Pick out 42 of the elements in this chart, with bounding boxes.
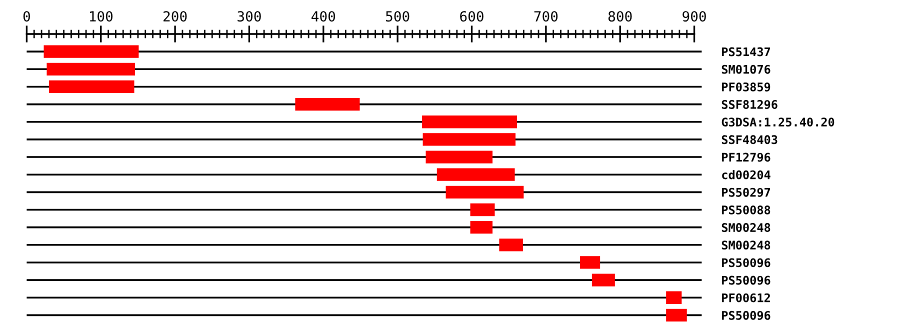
y-tick-label: PS50096 bbox=[722, 258, 770, 268]
y-tick-label: PS51437 bbox=[722, 47, 770, 56]
x-tick-label: 500 bbox=[386, 11, 410, 22]
x-tick-label: 700 bbox=[534, 11, 558, 22]
y-tick-label: SSF81296 bbox=[722, 100, 778, 110]
x-tick-label: 200 bbox=[164, 11, 187, 22]
bar bbox=[666, 308, 687, 322]
x-tick-label: 900 bbox=[682, 11, 706, 22]
bar bbox=[426, 150, 493, 164]
y-tick-label: PS50096 bbox=[722, 276, 770, 285]
x-tick-label: 300 bbox=[238, 11, 261, 22]
bar bbox=[499, 238, 523, 252]
bar bbox=[44, 45, 139, 58]
bar bbox=[446, 186, 524, 199]
x-tick-label: 600 bbox=[460, 11, 484, 22]
bar bbox=[48, 80, 134, 94]
x-tick-label: 400 bbox=[312, 11, 336, 22]
bar bbox=[592, 274, 615, 286]
y-tick-label: PF12796 bbox=[722, 152, 770, 162]
y-tick-label: G3DSA:1.25.40.20 bbox=[722, 118, 834, 127]
bar bbox=[580, 256, 600, 269]
y-tick-label: PF03859 bbox=[722, 82, 770, 92]
x-tick-label: 800 bbox=[608, 11, 632, 22]
bar bbox=[295, 98, 360, 111]
bar bbox=[422, 116, 517, 128]
y-tick-label: PS50088 bbox=[722, 205, 770, 214]
y-tick-label: PS50297 bbox=[722, 188, 770, 197]
bar bbox=[422, 133, 516, 146]
y-tick-label: PS50096 bbox=[722, 310, 770, 320]
x-tick-label: 0 bbox=[23, 11, 30, 22]
bar bbox=[470, 203, 495, 216]
y-tick-label: cd00204 bbox=[722, 170, 770, 180]
bar bbox=[46, 62, 135, 76]
bar bbox=[436, 168, 515, 181]
y-tick-label: SM00248 bbox=[722, 240, 770, 250]
x-tick-label: 100 bbox=[90, 11, 113, 22]
y-tick-label: SSF48403 bbox=[722, 135, 778, 144]
bar bbox=[470, 221, 493, 234]
y-tick-label: PF00612 bbox=[722, 293, 770, 302]
y-tick-label: SM01076 bbox=[722, 64, 770, 74]
bar bbox=[666, 291, 682, 304]
y-tick-label: SM00248 bbox=[722, 223, 770, 232]
